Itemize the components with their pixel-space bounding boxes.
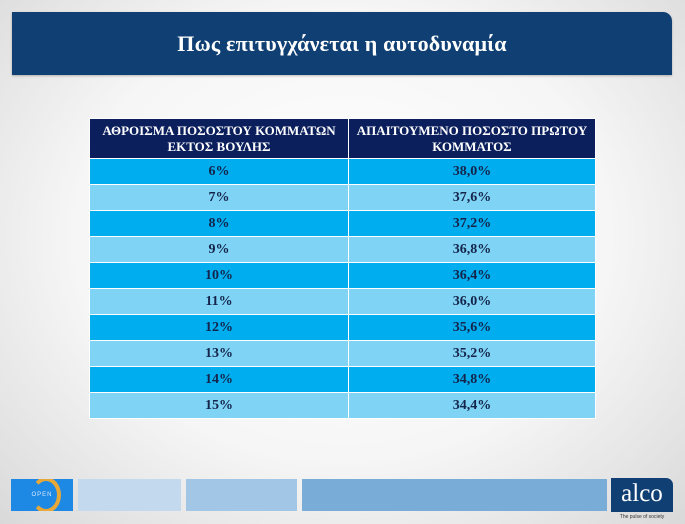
table-row: 8% 37,2% xyxy=(89,210,596,237)
cell-required: 35,6% xyxy=(348,314,596,341)
table-row: 11% 36,0% xyxy=(89,288,596,315)
header-required-first-party: ΑΠΑΙΤΟΥΜΕΝΟ ΠΟΣΟΣΤΟ ΠΡΩΤΟΥ ΚΟΜΜΑΤΟΣ xyxy=(348,118,596,159)
footer-decor-block-3 xyxy=(302,479,607,511)
alco-logo-text: alco xyxy=(621,480,663,507)
cell-outside-sum: 12% xyxy=(89,314,349,341)
cell-required: 38,0% xyxy=(348,158,596,185)
footer-bar: OPEN alco The pulse of society xyxy=(0,476,685,524)
cell-outside-sum: 11% xyxy=(89,288,349,315)
open-logo-arc-icon xyxy=(31,479,61,511)
cell-outside-sum: 8% xyxy=(89,210,349,237)
table-row: 12% 35,6% xyxy=(89,314,596,341)
cell-outside-sum: 6% xyxy=(89,158,349,185)
table-row: 9% 36,8% xyxy=(89,236,596,263)
cell-required: 36,8% xyxy=(348,236,596,263)
cell-outside-sum: 7% xyxy=(89,184,349,211)
page-title: Πως επιτυγχάνεται η αυτοδυναμία xyxy=(177,30,507,56)
table-row: 7% 37,6% xyxy=(89,184,596,211)
table-row: 15% 34,4% xyxy=(89,392,596,419)
title-bar: Πως επιτυγχάνεται η αυτοδυναμία xyxy=(12,12,672,75)
table-header-row: ΑΘΡΟΙΣΜΑ ΠΟΣΟΣΤΟΥ ΚΟΜΜΑΤΩΝ ΕΚΤΟΣ ΒΟΥΛΗΣ … xyxy=(89,118,596,159)
footer-decor-block-2 xyxy=(186,479,297,511)
table-row: 6% 38,0% xyxy=(89,158,596,185)
data-table: ΑΘΡΟΙΣΜΑ ΠΟΣΟΣΤΟΥ ΚΟΜΜΑΤΩΝ ΕΚΤΟΣ ΒΟΥΛΗΣ … xyxy=(89,118,596,419)
cell-required: 36,4% xyxy=(348,262,596,289)
cell-outside-sum: 9% xyxy=(89,236,349,263)
header-outside-parliament-sum: ΑΘΡΟΙΣΜΑ ΠΟΣΟΣΤΟΥ ΚΟΜΜΑΤΩΝ ΕΚΤΟΣ ΒΟΥΛΗΣ xyxy=(89,118,349,159)
cell-required: 37,2% xyxy=(348,210,596,237)
cell-required: 34,4% xyxy=(348,392,596,419)
cell-required: 37,6% xyxy=(348,184,596,211)
cell-required: 36,0% xyxy=(348,288,596,315)
alco-tagline: The pulse of society xyxy=(619,514,665,520)
table-row: 10% 36,4% xyxy=(89,262,596,289)
alco-logo: alco xyxy=(611,478,673,512)
cell-required: 34,8% xyxy=(348,366,596,393)
cell-outside-sum: 10% xyxy=(89,262,349,289)
footer-decor-block-1 xyxy=(78,479,181,511)
cell-required: 35,2% xyxy=(348,340,596,367)
open-logo-text: OPEN xyxy=(31,492,53,498)
cell-outside-sum: 15% xyxy=(89,392,349,419)
cell-outside-sum: 13% xyxy=(89,340,349,367)
table-row: 14% 34,8% xyxy=(89,366,596,393)
open-logo: OPEN xyxy=(11,479,73,511)
cell-outside-sum: 14% xyxy=(89,366,349,393)
table-row: 13% 35,2% xyxy=(89,340,596,367)
